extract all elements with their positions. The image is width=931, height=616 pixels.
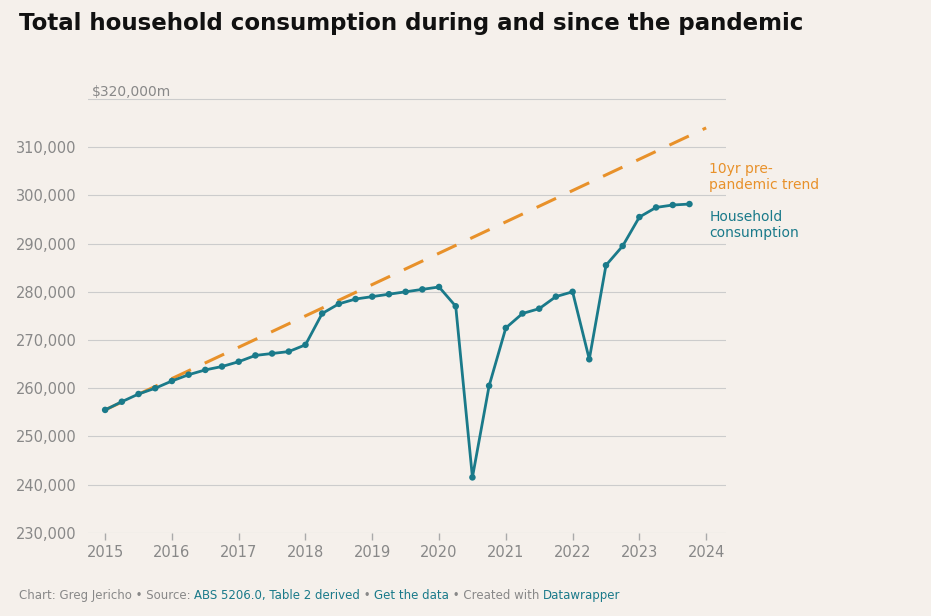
Text: ABS 5206.0, Table 2 derived: ABS 5206.0, Table 2 derived bbox=[194, 590, 360, 602]
Point bbox=[449, 301, 464, 311]
Point bbox=[432, 282, 447, 292]
Point bbox=[165, 376, 180, 386]
Point bbox=[532, 304, 546, 314]
Point bbox=[498, 323, 513, 333]
Text: $320,000m: $320,000m bbox=[92, 85, 171, 99]
Point bbox=[315, 309, 330, 318]
Point bbox=[515, 309, 530, 318]
Text: Total household consumption during and since the pandemic: Total household consumption during and s… bbox=[19, 12, 803, 35]
Point bbox=[582, 354, 597, 364]
Point bbox=[666, 200, 681, 210]
Point bbox=[548, 292, 563, 302]
Point bbox=[615, 241, 630, 251]
Point bbox=[264, 349, 279, 359]
Point bbox=[382, 290, 397, 299]
Text: Household
consumption: Household consumption bbox=[709, 210, 799, 240]
Text: Chart: Greg Jericho • Source:: Chart: Greg Jericho • Source: bbox=[19, 590, 194, 602]
Point bbox=[465, 472, 479, 482]
Point bbox=[398, 287, 413, 297]
Point bbox=[298, 340, 313, 350]
Point bbox=[198, 365, 213, 375]
Point bbox=[682, 199, 697, 209]
Point bbox=[599, 261, 614, 270]
Point bbox=[281, 347, 296, 357]
Point bbox=[131, 389, 146, 399]
Text: 10yr pre-
pandemic trend: 10yr pre- pandemic trend bbox=[709, 161, 819, 192]
Point bbox=[415, 285, 430, 294]
Point bbox=[365, 292, 380, 302]
Point bbox=[331, 299, 346, 309]
Text: •: • bbox=[360, 590, 374, 602]
Point bbox=[231, 357, 246, 367]
Text: Get the data: Get the data bbox=[374, 590, 449, 602]
Point bbox=[115, 397, 129, 407]
Point bbox=[632, 212, 647, 222]
Point bbox=[565, 287, 580, 297]
Text: • Created with: • Created with bbox=[449, 590, 544, 602]
Point bbox=[214, 362, 229, 371]
Point bbox=[481, 381, 496, 391]
Point bbox=[148, 383, 163, 393]
Point bbox=[348, 294, 363, 304]
Point bbox=[182, 370, 196, 379]
Text: Datawrapper: Datawrapper bbox=[544, 590, 621, 602]
Point bbox=[248, 351, 263, 360]
Point bbox=[98, 405, 113, 415]
Point bbox=[649, 203, 664, 213]
